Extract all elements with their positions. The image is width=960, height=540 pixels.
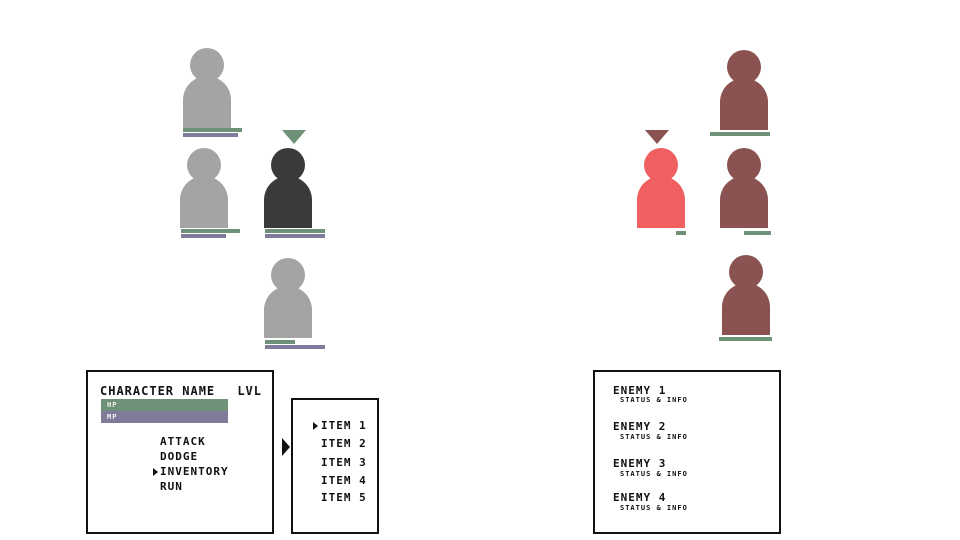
level-label: LVL [237,384,262,398]
inventory-panel: ITEM 1 ITEM 2 ITEM 3 ITEM 4 ITEM 5 [291,398,379,534]
ally-3-body [264,176,312,228]
menu-run[interactable]: RUN [160,480,183,493]
ally-3-hp-bar [265,229,325,233]
inventory-item-2[interactable]: ITEM 2 [321,437,367,450]
ally-3-mp-bar [265,234,325,238]
character-name: CHARACTER NAME [100,384,216,398]
inventory-item-5[interactable]: ITEM 5 [321,491,367,504]
ally-4-hp-bar [265,340,295,344]
menu-dodge[interactable]: DODGE [160,450,199,463]
enemy-2-body [637,176,685,228]
enemy-4-sprite[interactable] [720,255,772,337]
ally-4-sprite[interactable] [262,258,314,340]
ally-4-mp-bar [265,345,325,349]
ally-1-body [183,76,231,128]
enemy-1-sprite[interactable] [718,50,770,132]
ally-2-hp-bar [181,229,240,233]
active-ally-marker-icon [282,130,306,144]
enemy-3-name[interactable]: ENEMY 3 [613,457,667,470]
ally-2-mp-bar [181,234,226,238]
menu-cursor-icon [153,468,158,476]
ally-1-hp-bar [183,128,242,132]
character-panel: CHARACTER NAME LVL HP MP ATTACK DODGE IN… [86,370,274,534]
hp-label: HP [107,401,118,409]
enemy-2-sprite-targeted[interactable] [635,148,687,230]
mp-label: MP [107,413,118,421]
enemy-4-info: STATUS & INFO [620,504,688,512]
hp-bar: HP [101,399,228,411]
target-marker-icon [645,130,669,144]
ally-2-sprite[interactable] [178,148,230,230]
ally-2-body [180,176,228,228]
ally-3-sprite-active[interactable] [262,148,314,230]
enemy-1-name[interactable]: ENEMY 1 [613,384,667,397]
inventory-cursor-icon [313,422,318,430]
ally-1-sprite[interactable] [181,48,233,130]
inventory-item-3[interactable]: ITEM 3 [321,456,367,469]
enemy-3-hp-bar [744,231,771,235]
enemy-2-hp-bar [676,231,686,235]
enemy-1-body [720,78,768,130]
enemy-4-name[interactable]: ENEMY 4 [613,491,667,504]
enemy-2-name[interactable]: ENEMY 2 [613,420,667,433]
enemy-4-body [722,283,770,335]
enemy-3-body [720,176,768,228]
mp-bar: MP [101,411,228,423]
menu-inventory[interactable]: INVENTORY [160,465,229,478]
enemy-3-info: STATUS & INFO [620,470,688,478]
ally-4-body [264,286,312,338]
enemy-2-info: STATUS & INFO [620,433,688,441]
enemy-3-sprite[interactable] [718,148,770,230]
ally-1-mp-bar [183,133,238,137]
inventory-item-1[interactable]: ITEM 1 [321,419,367,432]
enemy-list-panel: ENEMY 1 STATUS & INFO ENEMY 2 STATUS & I… [593,370,781,534]
enemy-4-hp-bar [719,337,772,341]
menu-attack[interactable]: ATTACK [160,435,206,448]
enemy-1-info: STATUS & INFO [620,396,688,404]
inventory-item-4[interactable]: ITEM 4 [321,474,367,487]
enemy-1-hp-bar [710,132,770,136]
submenu-arrow-icon [282,438,290,456]
